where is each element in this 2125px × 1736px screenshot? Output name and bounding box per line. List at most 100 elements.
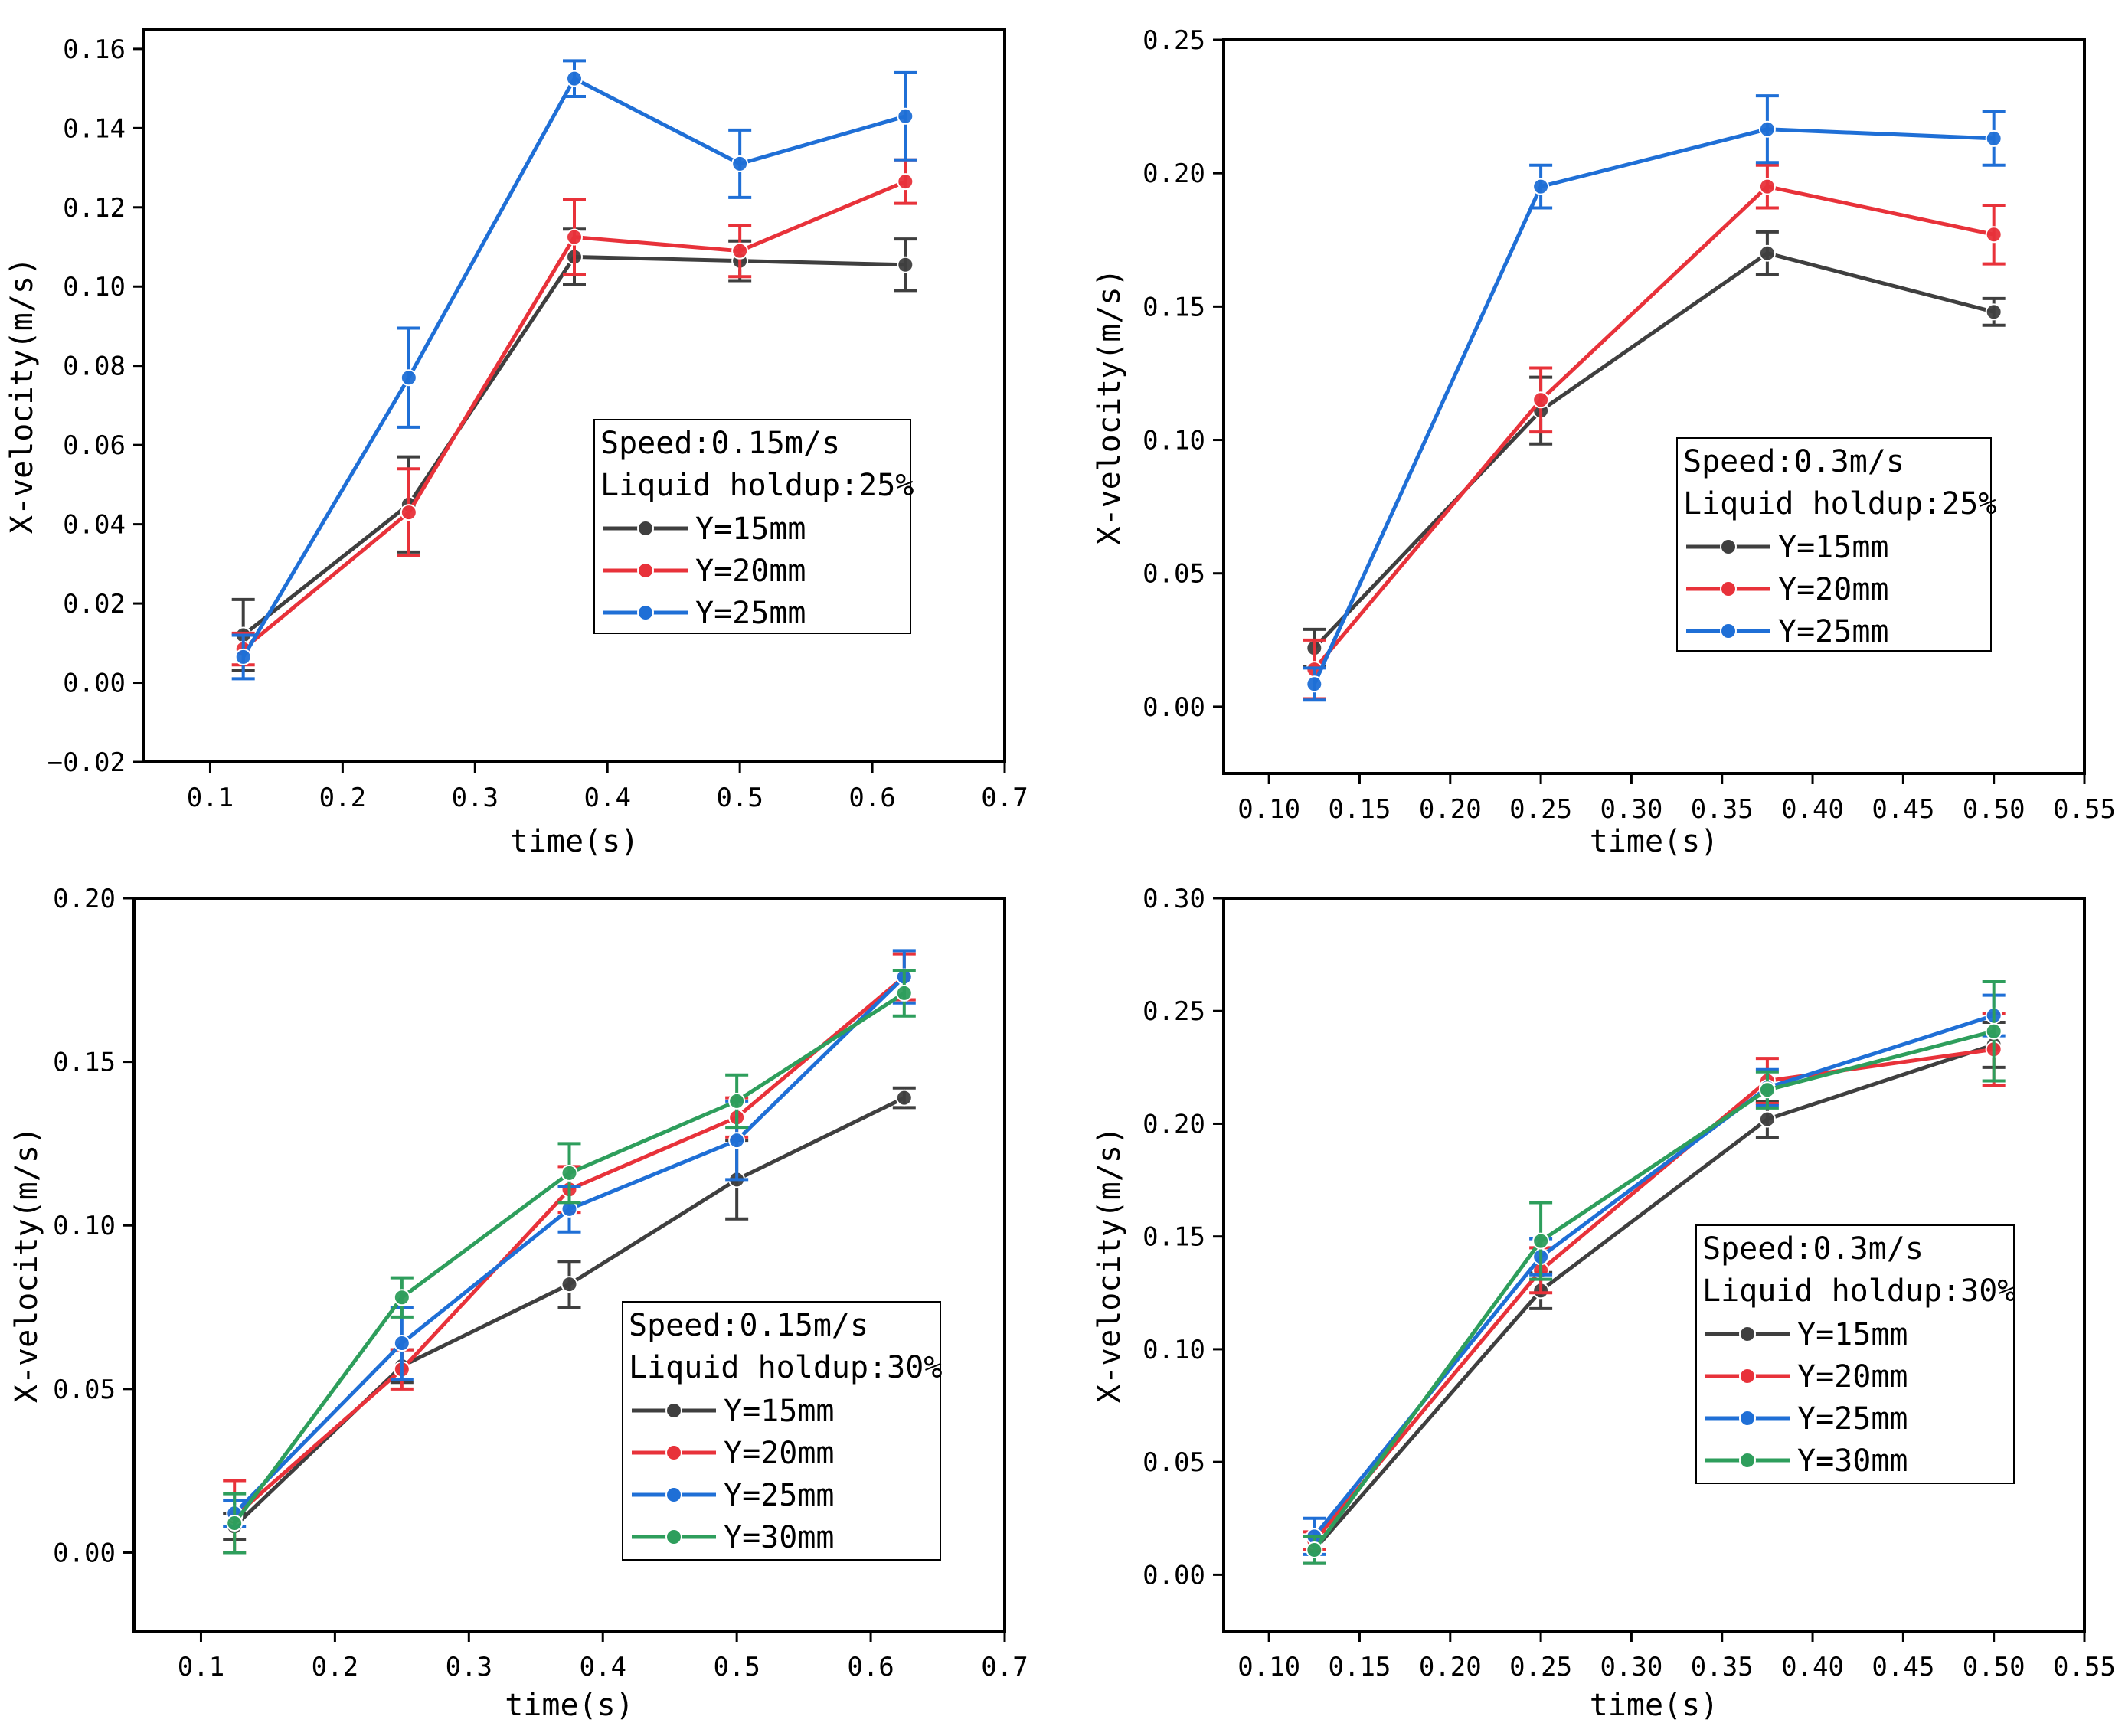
legend-entry-label: Y=30mm <box>724 1520 835 1555</box>
plot-frame <box>142 28 1006 763</box>
data-point <box>1985 226 2002 244</box>
legend-swatch-marker <box>1720 580 1737 597</box>
x-tick-label: 0.40 <box>1781 794 1844 825</box>
series-line <box>1313 1043 1995 1551</box>
y-tick-label: 0.00 <box>1143 1560 1205 1591</box>
legend-entry-label: Y=15mm <box>1778 530 1889 565</box>
x-tick-label: 0.45 <box>1872 794 1934 825</box>
series-line <box>1313 185 1995 671</box>
legend-entry-label: Y=20mm <box>724 1436 835 1471</box>
legend-title-line: Liquid holdup:30% <box>1702 1273 2015 1309</box>
x-axis-title: time(s) <box>1590 824 1719 859</box>
legend-title-line: Speed:0.15m/s <box>629 1308 868 1343</box>
data-point <box>393 1289 410 1306</box>
x-tick-label: 0.10 <box>1237 1652 1300 1682</box>
x-tick-label: 0.30 <box>1600 794 1662 825</box>
x-tick-label: 0.5 <box>713 1652 760 1682</box>
x-tick-label: 0.2 <box>312 1652 358 1682</box>
legend-swatch-marker <box>1720 623 1737 639</box>
legend-title-line: Speed:0.3m/s <box>1683 444 1904 479</box>
x-tick-label: 0.25 <box>1509 1652 1572 1682</box>
legend-title-line: Speed:0.15m/s <box>600 426 840 461</box>
x-tick-label: 0.35 <box>1691 1652 1754 1682</box>
data-point <box>1985 303 2002 321</box>
legend-title-line: Speed:0.3m/s <box>1702 1231 1924 1267</box>
y-tick-label: 0.10 <box>53 1211 116 1241</box>
x-tick-label: 0.6 <box>847 1652 894 1682</box>
x-tick-label: 0.3 <box>446 1652 492 1682</box>
legend-entry-label: Y=30mm <box>1797 1443 1908 1479</box>
data-point <box>897 173 914 191</box>
legend: Speed:0.15m/s Liquid holdup:25% Y=15mm Y=20… <box>593 419 914 634</box>
x-tick-label: 0.15 <box>1329 794 1391 825</box>
data-point <box>1532 178 1550 195</box>
legend-box <box>1695 1224 2015 1484</box>
data-point <box>895 984 913 1002</box>
chart-panel-speed-0.3-holdup-25: 0.10 0.15 0.20 0.25 0.30 0.35 0.40 0.45 0.50 0.55… <box>1092 25 2116 859</box>
legend-swatch-marker <box>1720 538 1737 555</box>
x-tick-label: 0.30 <box>1600 1652 1662 1682</box>
x-tick-label: 0.7 <box>981 1652 1028 1682</box>
series-Y=25mm <box>231 59 917 681</box>
legend-title-line: Liquid holdup:25% <box>600 468 914 503</box>
x-tick-label: 0.7 <box>981 783 1028 813</box>
series-Y=30mm <box>1303 979 2006 1565</box>
y-tick-label: 0.25 <box>1143 25 1205 56</box>
x-tick-label: 0.35 <box>1691 794 1754 825</box>
data-point <box>400 504 417 521</box>
x-tick-label: 0.55 <box>2053 794 2116 825</box>
y-tick-label: 0.15 <box>1143 292 1205 322</box>
data-point <box>1306 675 1323 693</box>
y-tick-label: 0.00 <box>53 1538 116 1568</box>
data-point <box>728 1132 746 1149</box>
legend-swatch-marker <box>665 1444 682 1461</box>
legend-swatch-marker <box>1739 1368 1756 1385</box>
legend-entry-label: Y=15mm <box>1797 1317 1908 1352</box>
y-tick-label: 0.00 <box>1143 692 1205 723</box>
plot-frame <box>1222 897 2086 1633</box>
chart-panel-speed-0.15-holdup-30: 0.1 0.2 0.3 0.4 0.5 0.6 0.7 0.00 0.05 0.10 0.15 0.2… <box>9 884 1028 1723</box>
x-tick-label: 0.2 <box>319 783 366 813</box>
legend-entry-label: Y=25mm <box>695 596 806 631</box>
plot-frame <box>1222 38 2086 775</box>
data-point <box>1985 1022 2002 1040</box>
data-point <box>1985 129 2002 147</box>
legend-entry-label: Y=20mm <box>1778 572 1889 607</box>
y-tick-label: 0.00 <box>63 669 126 699</box>
legend-entry-label: Y=25mm <box>1797 1401 1908 1437</box>
legend-swatch-marker <box>1739 1410 1756 1427</box>
legend-swatch-marker <box>665 1528 682 1545</box>
x-tick-label: 0.15 <box>1329 1652 1391 1682</box>
series-line <box>1313 127 1994 685</box>
data-point <box>393 1335 410 1352</box>
legend-entry-label: Y=20mm <box>695 554 806 589</box>
data-point <box>226 1515 244 1532</box>
data-point <box>1758 1110 1776 1128</box>
x-tick-label: 0.3 <box>452 783 499 813</box>
x-tick-label: 0.4 <box>584 783 631 813</box>
x-tick-label: 0.1 <box>187 783 234 813</box>
y-tick-label: 0.15 <box>53 1048 116 1078</box>
legend: Speed:0.3m/s Liquid holdup:25% Y=15mm Y=20m… <box>1676 437 1996 652</box>
x-tick-label: 0.40 <box>1781 1652 1844 1682</box>
x-axis-title: time(s) <box>505 1688 634 1723</box>
y-tick-label: 0.05 <box>1143 1447 1205 1478</box>
data-point <box>400 369 417 387</box>
series-Y=25mm <box>1303 94 2006 702</box>
y-tick-label: −0.02 <box>47 747 126 778</box>
y-tick-label: 0.20 <box>53 884 116 914</box>
y-tick-label: 0.06 <box>63 430 126 461</box>
data-point <box>561 1164 578 1182</box>
y-axis-title: X-velocity(m/s) <box>5 257 40 534</box>
x-axis-title: time(s) <box>510 824 639 859</box>
legend-swatch-marker <box>1739 1452 1756 1469</box>
y-tick-label: 0.10 <box>1143 1335 1205 1365</box>
legend-entry-label: Y=15mm <box>695 512 806 547</box>
data-point <box>731 242 749 260</box>
chart-panel-speed-0.15-holdup-25: 0.1 0.2 0.3 0.4 0.5 0.6 0.7 −0.02 0.00 0.02 0.04 0.… <box>5 28 1028 859</box>
legend-title-line: Liquid holdup:30% <box>629 1350 942 1385</box>
data-point <box>1306 1541 1323 1558</box>
y-tick-label: 0.30 <box>1143 884 1205 914</box>
data-point <box>731 155 749 172</box>
